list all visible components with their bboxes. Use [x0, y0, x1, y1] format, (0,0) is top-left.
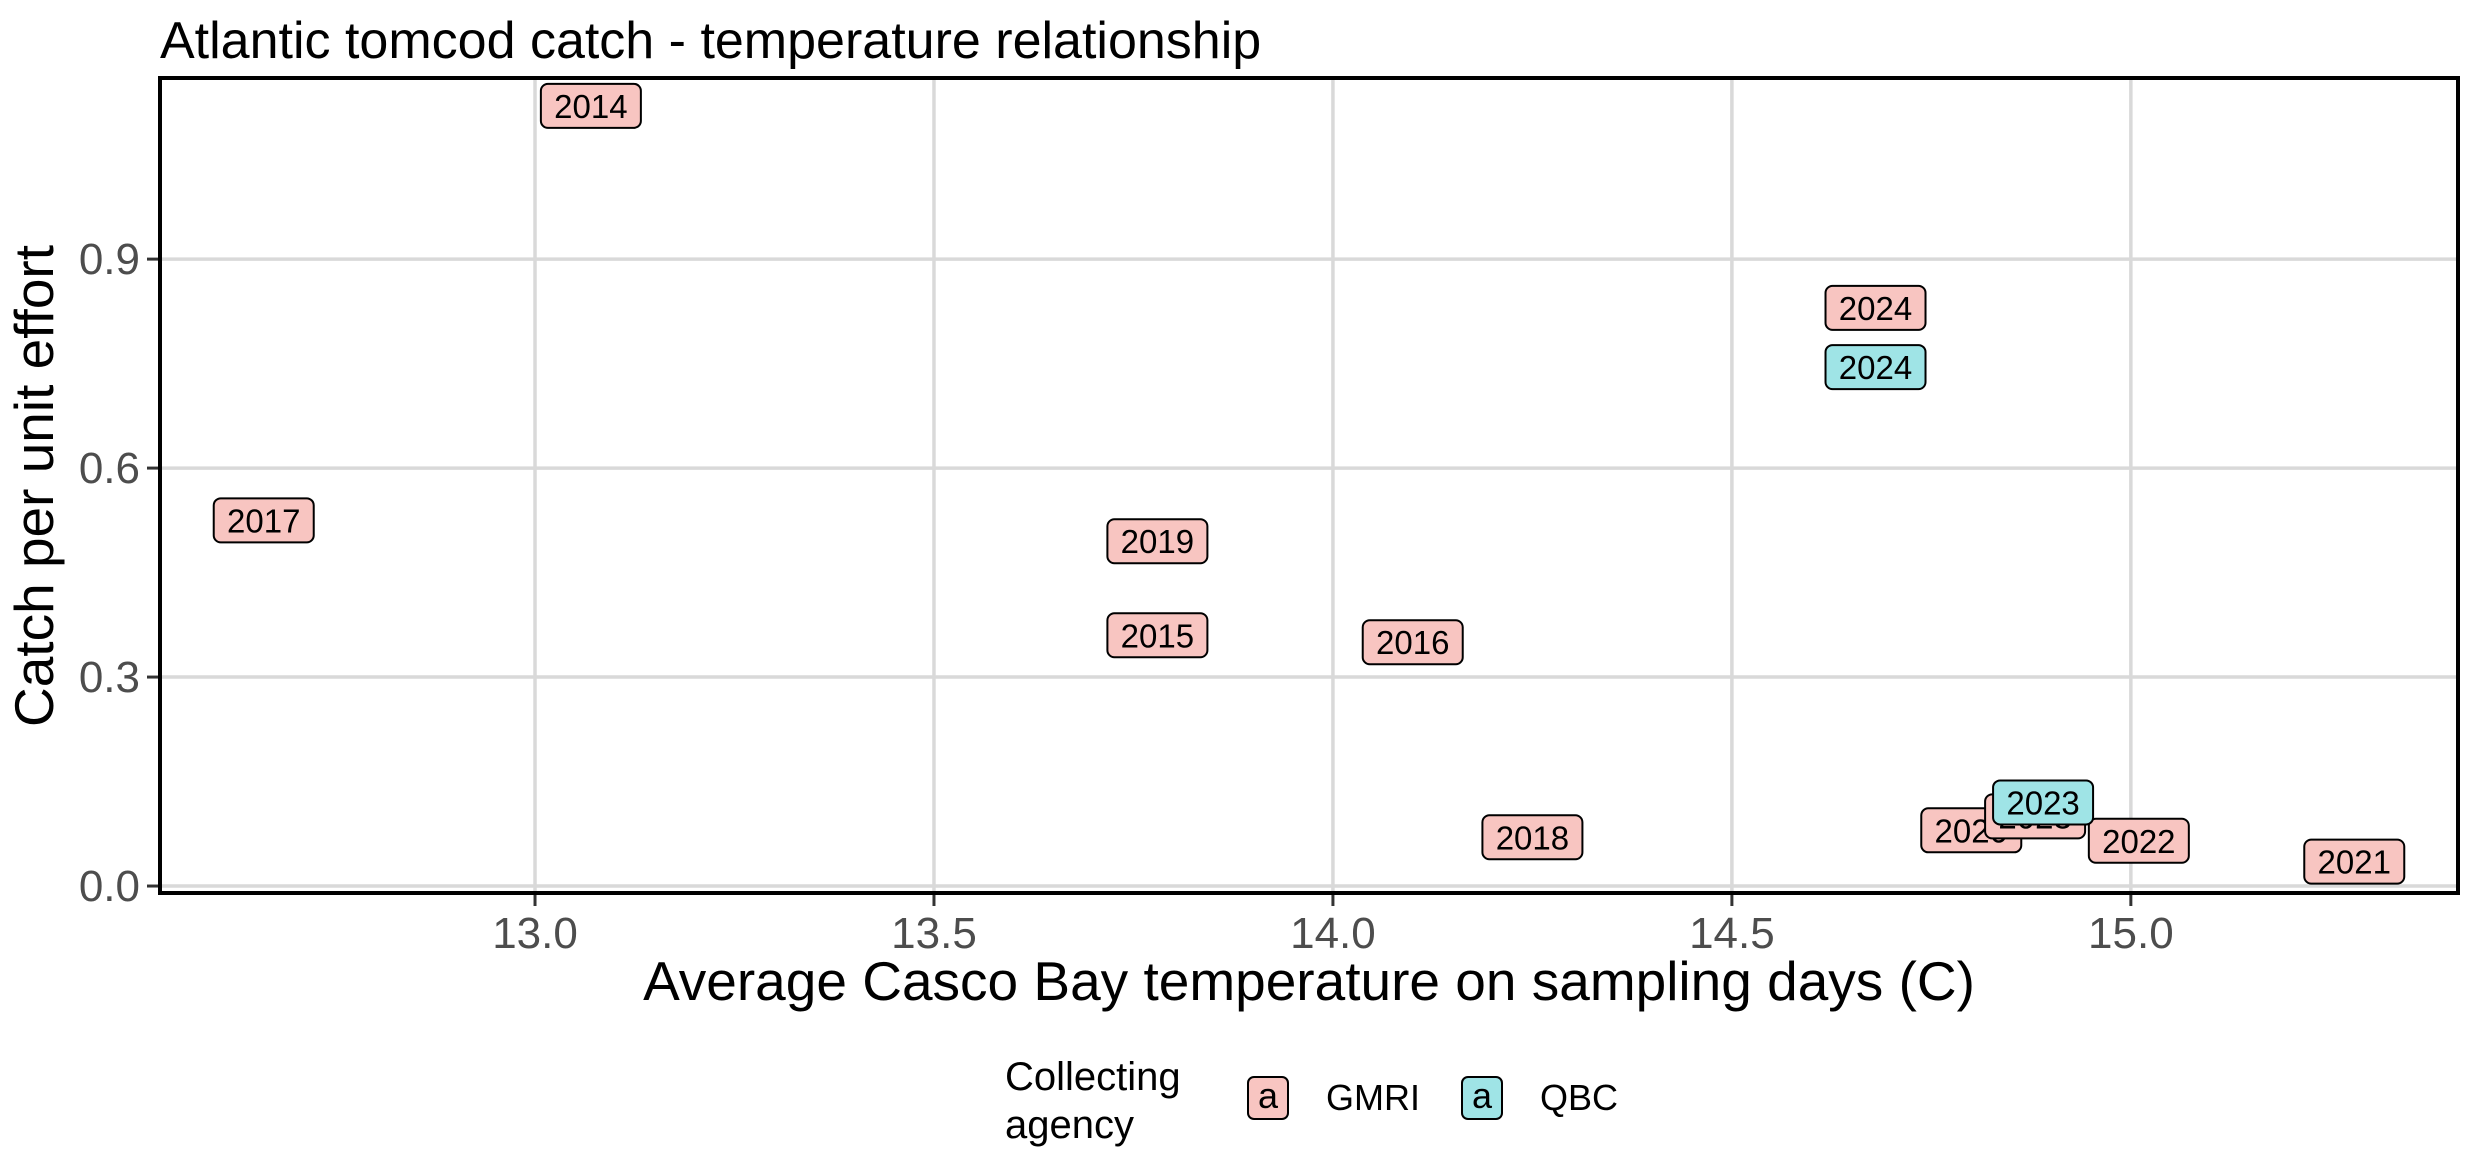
- y-tick-label: 0.6: [79, 444, 140, 493]
- chart-title: Atlantic tomcod catch - temperature rela…: [160, 12, 1261, 70]
- point-label-box: [2303, 838, 2406, 885]
- legend-label-gmri: GMRI: [1326, 1077, 1420, 1118]
- point-label-text: 2024: [1839, 290, 1912, 327]
- point-label-box: [1824, 284, 1927, 331]
- plot-border: [158, 76, 2460, 895]
- x-tick-label: 15.0: [2088, 909, 2174, 958]
- point-label-text: 2014: [554, 88, 627, 125]
- point-label-text: 2018: [1496, 819, 1569, 856]
- point-label-box: [1361, 619, 1464, 666]
- point-gmri-2021: 2021: [2303, 838, 2406, 885]
- point-label-text: 2019: [1121, 523, 1194, 560]
- legend-title-line-2: agency: [1005, 1103, 1134, 1147]
- point-qbc-2024: 2024: [1824, 344, 1927, 391]
- y-tick-label: 0.3: [79, 653, 140, 702]
- point-label-box: [1481, 814, 1584, 861]
- legend-key-glyph-gmri: a: [1258, 1075, 1279, 1116]
- plot-area: 2014201720192015201620182024202020232022…: [158, 76, 2460, 895]
- point-label-box: [1106, 612, 1209, 659]
- point-label-box: [2087, 817, 2190, 864]
- point-label-text: 2015: [1121, 617, 1194, 654]
- point-label-text: 2022: [2102, 823, 2175, 860]
- y-gridlines: [160, 257, 2458, 888]
- point-gmri-2018: 2018: [1481, 814, 1584, 861]
- point-label-box: [1824, 344, 1927, 391]
- point-label-text: 2024: [1839, 349, 1912, 386]
- legend-key-gmri: [1247, 1076, 1289, 1120]
- point-label-text: 2023: [2006, 784, 2079, 821]
- legend-label-qbc: QBC: [1540, 1077, 1618, 1118]
- point-gmri-2017: 2017: [212, 497, 315, 544]
- plot-background: [160, 78, 2458, 893]
- y-axis-title: Catch per unit effort: [3, 245, 65, 727]
- point-label-box: [212, 497, 315, 544]
- x-tick-label: 13.0: [492, 909, 578, 958]
- point-gmri-2014: 2014: [539, 82, 642, 129]
- x-tick-label: 14.5: [1689, 909, 1775, 958]
- point-label-text: 2017: [227, 502, 300, 539]
- legend-title: Collecting agency: [1005, 1055, 1192, 1147]
- point-gmri-2019: 2019: [1106, 518, 1209, 565]
- x-axis-title: Average Casco Bay temperature on samplin…: [643, 950, 1975, 1012]
- x-tick-label: 14.0: [1290, 909, 1376, 958]
- point-label-text: 2016: [1376, 624, 1449, 661]
- y-tick-label: 0.0: [79, 862, 140, 911]
- legend-key-qbc: [1461, 1076, 1503, 1120]
- x-tick-label: 13.5: [891, 909, 977, 958]
- data-labels: 2014201720192015201620182024202020232022…: [212, 82, 2406, 885]
- x-axis: 13.0 13.5 14.0 14.5 15.0: [492, 895, 2174, 958]
- point-gmri-2016: 2016: [1361, 619, 1464, 666]
- x-gridlines: [533, 78, 2133, 893]
- point-label-box: [1106, 518, 1209, 565]
- legend-item-gmri: a GMRI: [1247, 1075, 1420, 1120]
- point-label-text: 2021: [2318, 844, 2391, 881]
- point-gmri-2022: 2022: [2087, 817, 2190, 864]
- point-gmri-2015: 2015: [1106, 612, 1209, 659]
- y-tick-label: 0.9: [79, 235, 140, 284]
- legend-key-glyph-qbc: a: [1472, 1075, 1493, 1116]
- legend: Collecting agency a GMRI a QBC: [1005, 1055, 1618, 1147]
- y-axis: 0.0 0.3 0.6 0.9: [79, 235, 158, 911]
- point-gmri-2024: 2024: [1824, 284, 1927, 331]
- point-qbc-2023: 2023: [1992, 779, 2095, 826]
- point-label-box: [539, 82, 642, 129]
- point-label-box: [1992, 779, 2095, 826]
- legend-item-qbc: a QBC: [1461, 1075, 1618, 1120]
- legend-title-line-1: Collecting: [1005, 1055, 1181, 1099]
